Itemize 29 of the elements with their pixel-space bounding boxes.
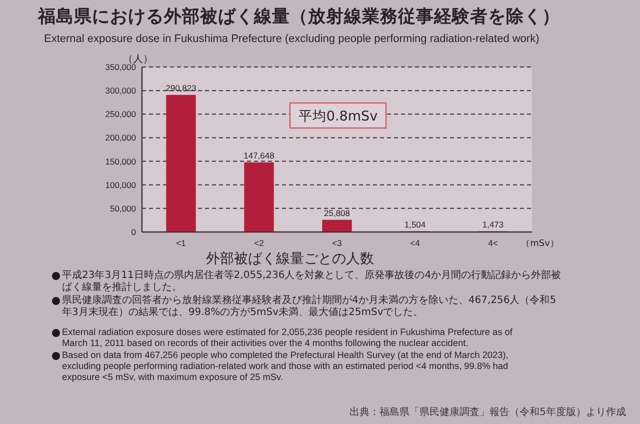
y-tick-label: 150,000 [105,156,136,166]
x-tick-label: <2 [254,238,264,248]
text: （mSv） [521,239,559,249]
x-tick-label: <3 [332,238,342,248]
y-tick-label: 0 [131,227,136,237]
x-tick-label: <1 [176,238,186,248]
text: Based on data from 467,256 people who completed the Prefectural Health Survey (at the end of March 2023), excluding people performing radiation-related work and those with an estimated period <4 months, 99.8% had exposure <5 mSv, with maximum exposure of 25 mSv. [62,350,510,384]
text: 県民健康調査の回答者から放射線業務従事経験者及び推計期間が4か月未満の方を除いた、467,256人（令和5年3月末現在）の結果では、99.8%の方が5mSv未満、最大値は25mSvでした。 [62,295,558,319]
chart-subtitle: External exposure dose in Fukushima Prefecture (excluding people performing radiation-related work) [44,33,540,45]
y-axis-title: （人） [123,54,153,65]
x-tick-label: <4 [410,238,420,248]
annotation: 平均0.8mSv [298,108,378,124]
data-label: 25,808 [324,208,350,218]
data-label: 1,504 [404,219,426,230]
y-tick-label: 350,000 [105,62,136,72]
data-label: 290,823 [166,82,197,93]
x-axis-title: 外部被ばく線量ごとの人数 [206,251,374,267]
text: External radiation exposure doses were estimated for 2,055,236 people resident in Fukushima Prefecture as of March 11, 2011 based on records of their activities over the 4 months following the nuclear accident. [62,327,514,350]
data-label: 147,648 [244,150,275,160]
y-tick-label: 300,000 [105,86,136,96]
x-tick-label: 4< [488,238,498,248]
y-tick-label: 50,000 [110,203,136,214]
y-tick-label: 200,000 [105,132,136,143]
source-note: 出典：福島県「県民健康調査」報告（令和5年度版）より作成 [350,406,626,419]
text: 平成23年3月11日時点の県内居住者等2,055,236人を対象として、原発事故後の4か月間の行動記録から外部被ばく線量を推計しました。 [62,270,562,294]
y-tick-label: 250,000 [105,109,136,120]
chart-title: 福島県における外部被ばく線量（放射線業務従事経験者を除く） [38,6,560,28]
data-label: 1,473 [482,219,504,230]
y-tick-label: 100,000 [105,180,136,190]
